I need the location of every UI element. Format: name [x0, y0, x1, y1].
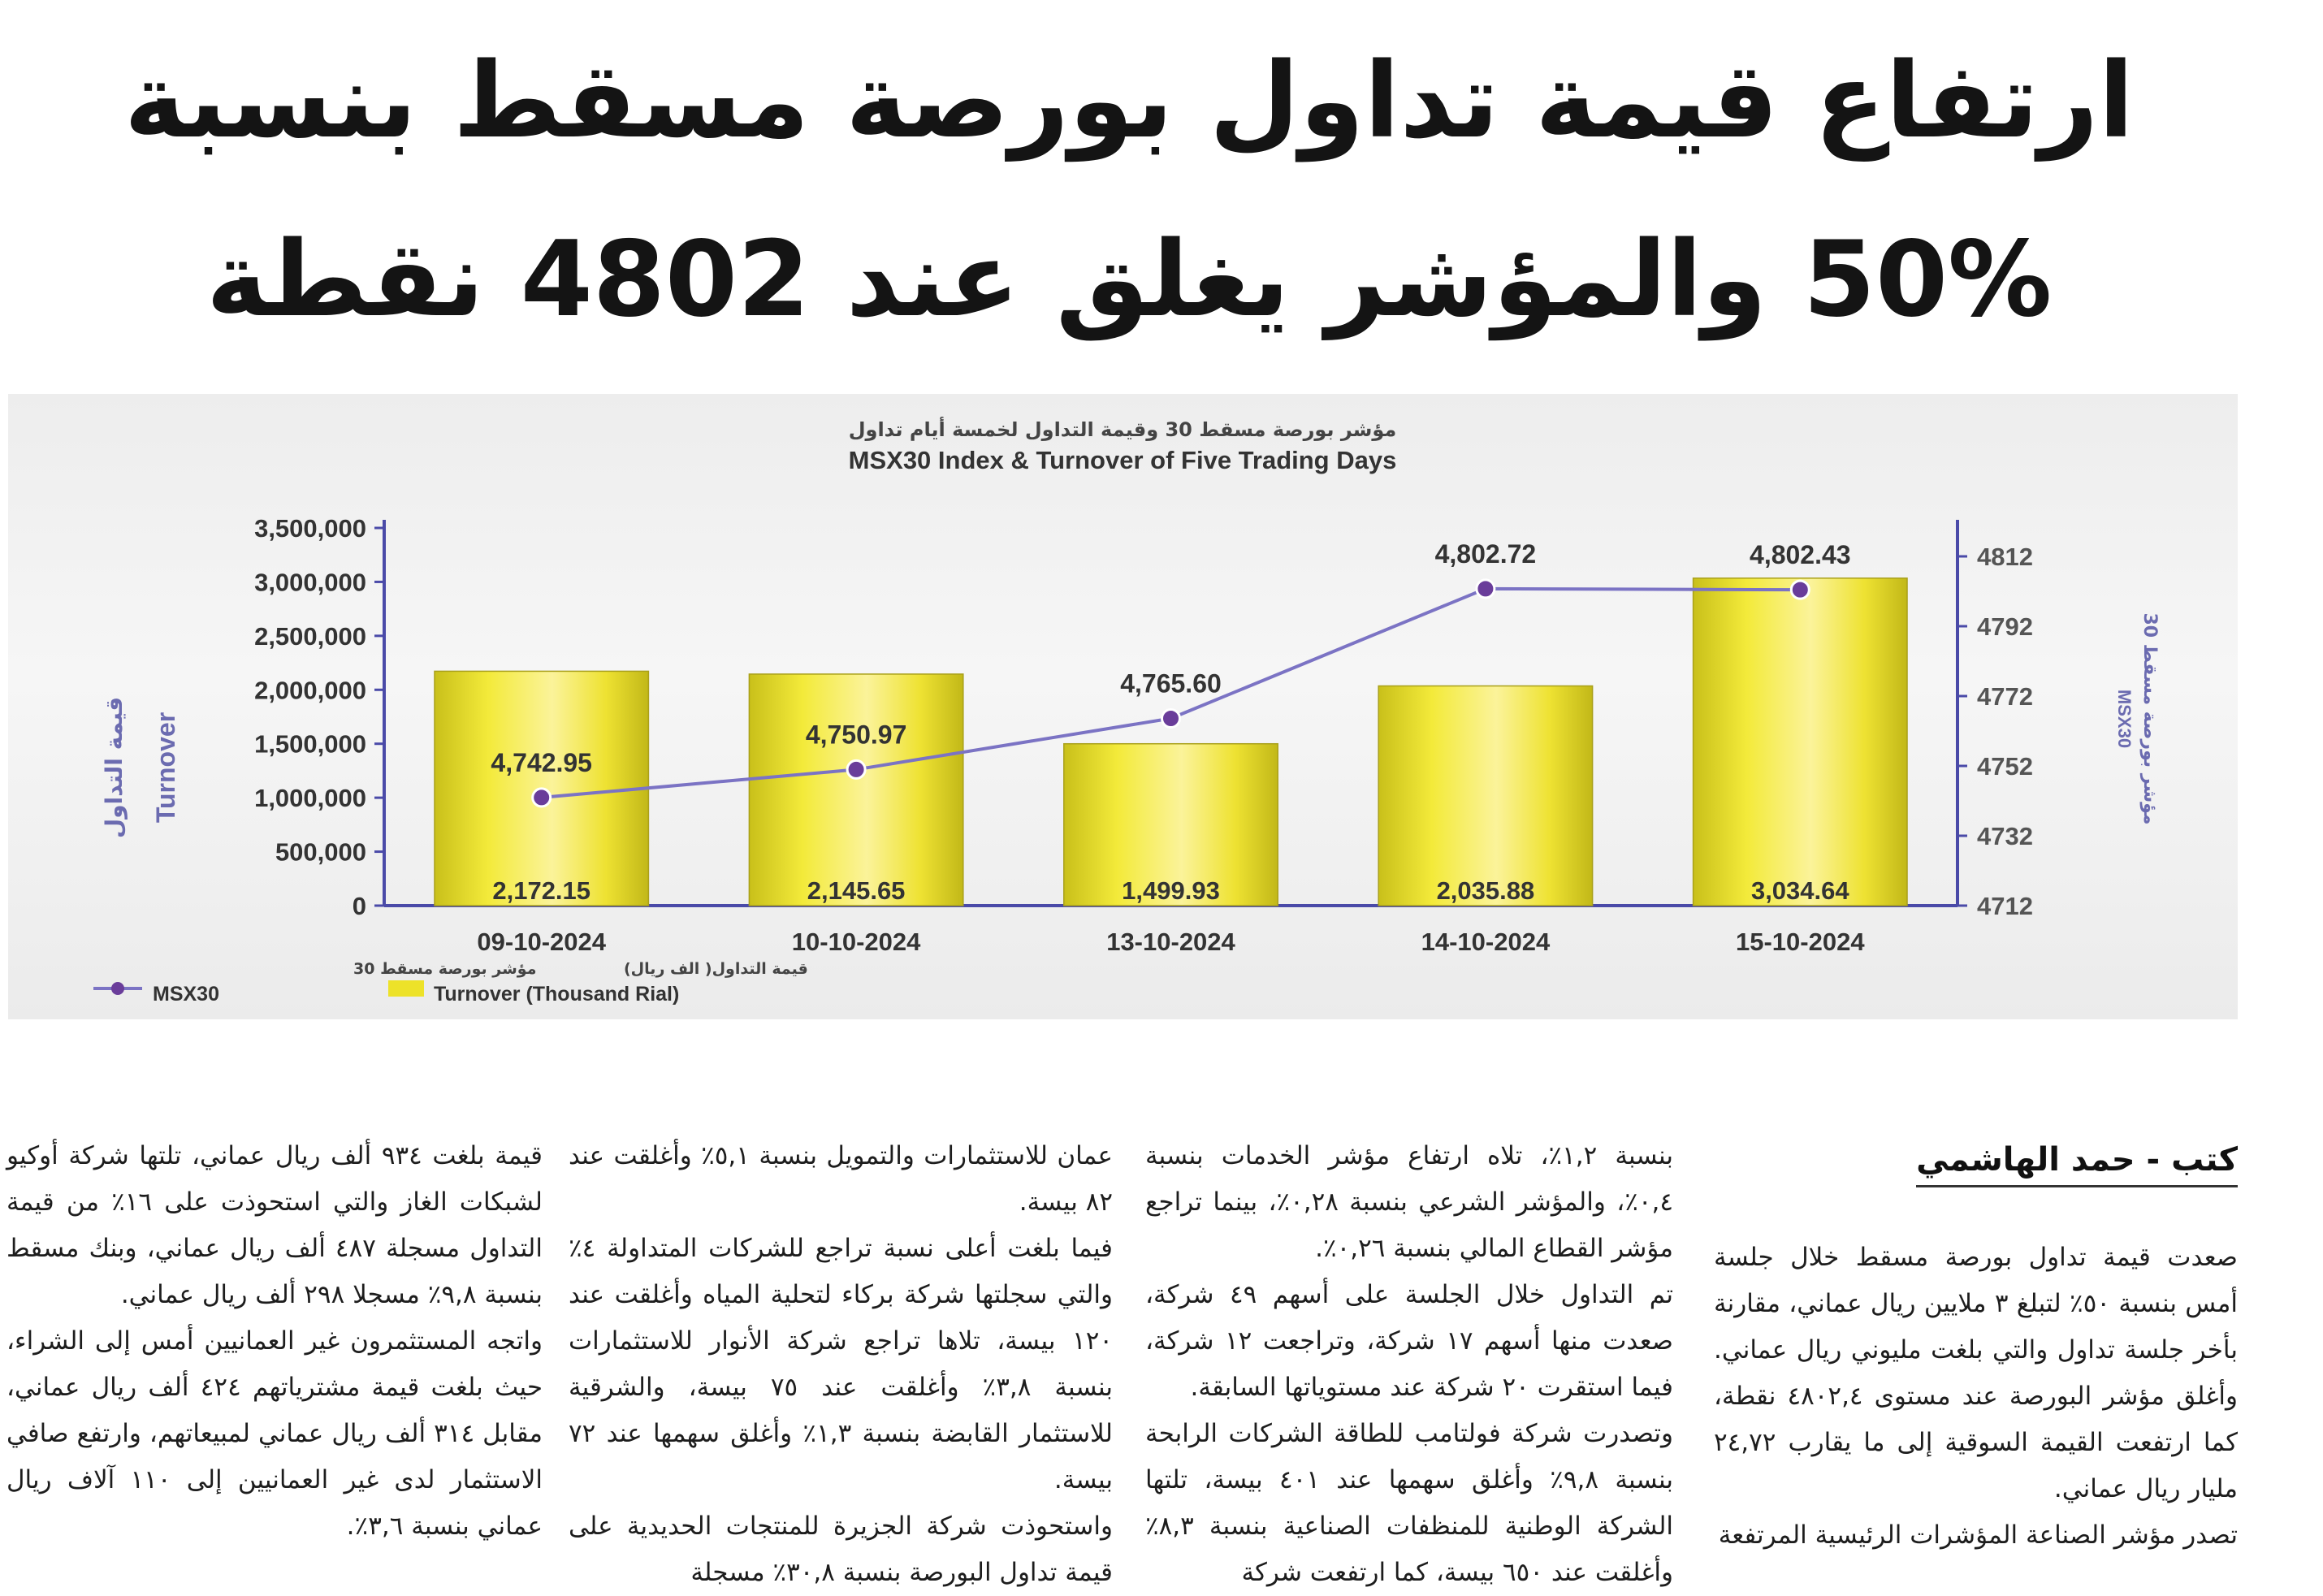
left-tick-label: 2,500,000: [254, 622, 366, 651]
turnover-bar: [1692, 577, 1908, 906]
x-tick-label: 13-10-2024: [1106, 928, 1235, 956]
msx30-data-label: 4,742.95: [491, 748, 592, 777]
article-column-1: صعدت قيمة تداول بورصة مسقط خلال جلسة أمس…: [1714, 1235, 2238, 1559]
chart-title-en: MSX30 Index & Turnover of Five Trading D…: [849, 446, 1397, 474]
chart-title-ar: مؤشر بورصة مسقط 30 وقيمة التداول لخمسة أ…: [849, 417, 1397, 441]
right-tick-label: 4812: [1977, 543, 2033, 571]
legend-marker-swatch: [111, 982, 124, 995]
turnover-bar: [748, 673, 964, 906]
paragraph: فيما بلغت أعلى نسبة تراجع للشركات المتدا…: [569, 1234, 1114, 1494]
right-tick-label: 4732: [1977, 822, 2033, 850]
turnover-bar: [1063, 742, 1278, 906]
paragraph: تم التداول خلال الجلسة على أسهم ٤٩ شركة،…: [1145, 1280, 1673, 1402]
paragraph: واستحوذت شركة الجزيرة للمنتجات الحديدية …: [569, 1512, 1113, 1587]
msx30-point: [1789, 579, 1810, 600]
msx30-data-label: 4,750.97: [806, 720, 907, 749]
x-tick-label: 09-10-2024: [477, 928, 606, 956]
legend-bar-en: Turnover (Thousand Rial): [434, 983, 679, 1006]
x-tick-label: 10-10-2024: [792, 928, 921, 956]
legend-line-ar: مؤشر بورصة مسقط 30: [353, 960, 536, 978]
legend-bar-swatch: [388, 980, 424, 997]
paragraph: واتجه المستثمرون غير العمانيين أمس إلى ا…: [6, 1326, 543, 1541]
left-tick-label: 1,000,000: [254, 784, 366, 812]
legend-bar-ar: قيمة التداول( الف ريال): [624, 960, 808, 978]
left-tick-label: 3,500,000: [254, 514, 366, 543]
paragraph: وتصدرت شركة فولتامب للطاقة الشركات الراب…: [1145, 1419, 1674, 1587]
turnover-data-label: 2,035.88: [1437, 876, 1535, 905]
x-tick-label: 15-10-2024: [1736, 928, 1865, 956]
msx30-data-label: 4,765.60: [1120, 669, 1222, 699]
left-tick-label: 1,500,000: [254, 730, 366, 759]
byline: كتب - حمد الهاشمي: [1916, 1141, 2238, 1187]
left-tick-label: 3,000,000: [254, 568, 366, 596]
msx30-data-label: 4,802.43: [1750, 540, 1851, 569]
msx30-point: [846, 759, 867, 780]
article-column-2: بنسبة ١,٢٪، تلاه ارتفاع مؤشر الخدمات بنس…: [1145, 1133, 1673, 1596]
left-tick-label: 500,000: [275, 838, 366, 867]
turnover-data-label: 2,172.15: [492, 876, 590, 905]
right-tick-label: 4792: [1977, 612, 2033, 641]
legend: مؤشر بورصة مسقط 30 MSX30 قيمة التداول( ا…: [93, 960, 808, 1006]
right-tick-label: 4752: [1977, 752, 2033, 781]
turnover-data-label: 1,499.93: [1122, 876, 1220, 905]
right-tick-label: 4772: [1977, 682, 2033, 711]
headline-line-2: 50% والمؤشر يغلق عند 4802 نقطة: [205, 219, 2053, 340]
right-axis-label-ar: مؤشر بورصة مسقط 30: [2139, 612, 2160, 824]
left-axis-label-en: Turnover: [151, 712, 180, 823]
paragraph: قيمة بلغت ٩٣٤ ألف ريال عماني، تلتها شركة…: [6, 1141, 543, 1309]
chart-panel: مؤشر بورصة مسقط 30 وقيمة التداول لخمسة أ…: [8, 394, 2238, 1019]
right-tick-label: 4712: [1977, 892, 2033, 920]
turnover-data-label: 2,145.65: [807, 876, 906, 905]
article-column-4: قيمة بلغت ٩٣٤ ألف ريال عماني، تلتها شركة…: [6, 1133, 543, 1550]
left-axis-label-ar: قيمة التداول: [101, 697, 128, 838]
turnover-data-label: 3,034.64: [1751, 876, 1849, 905]
paragraph: تصدر مؤشر الصناعة المؤشرات الرئيسية المر…: [1718, 1520, 2238, 1550]
article-column-3: عمان للاستثمارات والتمويل بنسبة ٥,١٪ وأغ…: [569, 1133, 1113, 1596]
right-axis-label-en: MSX30: [2114, 690, 2135, 748]
left-tick-label: 2,000,000: [254, 676, 366, 704]
msx30-point: [531, 787, 552, 808]
turnover-bar: [1378, 685, 1594, 906]
legend-line-en: MSX30: [153, 983, 219, 1006]
msx30-point: [1475, 578, 1496, 599]
headline-line-1: ارتفاع قيمة تداول بورصة مسقط بنسبة: [123, 41, 2135, 162]
msx30-point: [1161, 708, 1181, 729]
paragraph: عمان للاستثمارات والتمويل بنسبة ٥,١٪ وأغ…: [569, 1141, 1113, 1217]
combo-chart: مؤشر بورصة مسقط 30 وقيمة التداول لخمسة أ…: [93, 417, 2160, 1006]
x-tick-label: 14-10-2024: [1421, 928, 1551, 956]
left-tick-label: 0: [353, 892, 366, 920]
paragraph: بنسبة ١,٢٪، تلاه ارتفاع مؤشر الخدمات بنس…: [1145, 1141, 1674, 1263]
paragraph: صعدت قيمة تداول بورصة مسقط خلال جلسة أمس…: [1714, 1243, 2239, 1503]
msx30-data-label: 4,802.72: [1435, 539, 1537, 569]
